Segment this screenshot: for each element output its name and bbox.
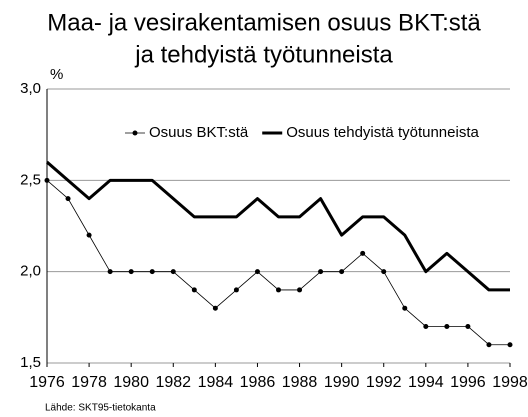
source: Lähde: SKT95-tietokanta	[45, 403, 156, 414]
point	[507, 342, 513, 348]
x-tick-label: 1992	[366, 374, 402, 391]
x-tick-label: 1980	[113, 374, 149, 391]
x-tick-label: 1982	[155, 374, 191, 391]
point	[402, 305, 408, 311]
point	[86, 232, 92, 238]
point	[65, 196, 71, 202]
point	[212, 305, 218, 311]
point	[191, 287, 197, 293]
x-tick-label: 1988	[282, 374, 318, 391]
y-tick-label: 3,0	[20, 80, 41, 97]
point	[44, 177, 50, 183]
point	[339, 269, 345, 275]
point	[149, 269, 155, 275]
y-tick-label: 2,0	[20, 263, 41, 280]
point	[360, 250, 366, 256]
chart-title: ja tehdyistä työtunneista	[134, 41, 393, 68]
point	[318, 269, 324, 275]
legend-marker	[132, 130, 138, 136]
point	[276, 287, 281, 293]
chart-title: Maa- ja vesirakentamisen osuus BKT:stä	[47, 9, 481, 36]
x-tick-label: 1990	[324, 374, 360, 391]
point	[423, 323, 429, 329]
point	[233, 287, 239, 293]
legend-label: Osuus tehdyistä työtunneista	[286, 124, 479, 141]
point	[465, 323, 471, 329]
series-line	[46, 160, 510, 292]
x-tick-label: 1978	[71, 374, 107, 391]
point	[297, 287, 303, 293]
y-tick-label: 1,5	[20, 354, 41, 371]
point	[170, 269, 176, 275]
x-tick-label: 1984	[198, 374, 234, 391]
x-tick-label: 1996	[450, 374, 486, 391]
y-tick-label: 2,5	[20, 171, 41, 188]
point	[128, 269, 134, 275]
point	[254, 269, 260, 275]
x-tick-label: 1976	[29, 374, 65, 391]
x-tick-label: 1998	[492, 374, 528, 391]
point	[444, 323, 450, 329]
point	[486, 342, 492, 348]
series-line	[46, 180, 510, 346]
point	[107, 269, 113, 275]
point	[381, 269, 387, 275]
x-tick-label: 1986	[240, 374, 276, 391]
y-unit: %	[50, 66, 63, 83]
x-tick-label: 1994	[408, 374, 444, 391]
legend-label: Osuus BKT:stä	[149, 124, 249, 141]
